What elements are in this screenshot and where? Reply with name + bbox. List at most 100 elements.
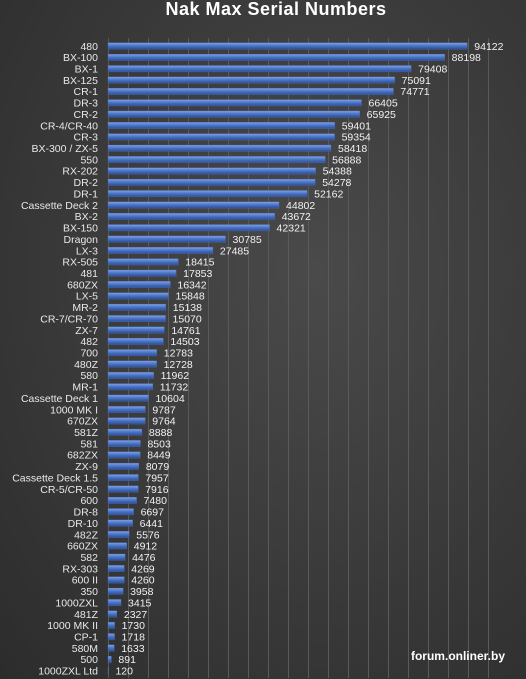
bar <box>107 428 143 436</box>
y-tick-label: ZX-7 <box>75 325 98 337</box>
y-tick-label: Dragon <box>64 234 99 246</box>
value-label: 18415 <box>185 257 214 269</box>
value-label: 74771 <box>400 86 429 98</box>
value-label: 44802 <box>286 200 315 212</box>
value-label: 6441 <box>140 518 164 530</box>
bar <box>107 122 335 129</box>
value-label: 1718 <box>122 632 146 644</box>
bar <box>107 497 137 504</box>
bar <box>107 110 360 118</box>
bar <box>107 462 139 470</box>
bar <box>107 65 412 73</box>
value-label: 6697 <box>141 507 165 519</box>
y-tick-label: CR-2 <box>73 109 98 121</box>
value-label: 65925 <box>367 109 396 121</box>
bar <box>107 167 316 175</box>
bar <box>107 542 127 550</box>
value-label: 79408 <box>418 64 447 76</box>
y-tick-label: RX-202 <box>62 166 98 178</box>
y-tick-label: 581 <box>80 438 98 450</box>
value-label: 8449 <box>147 450 171 462</box>
value-label: 15070 <box>173 313 202 325</box>
value-label: 54388 <box>323 166 352 178</box>
bar <box>107 258 179 266</box>
y-tick-label: 582 <box>80 552 98 564</box>
bar <box>107 519 133 527</box>
bar <box>107 485 139 493</box>
y-tick-label: Cassette Deck 1 <box>21 393 98 405</box>
bar <box>107 599 122 606</box>
y-tick-label: 482Z <box>74 529 99 541</box>
value-label: 8503 <box>147 438 171 450</box>
bar <box>107 156 326 163</box>
value-label: 16342 <box>177 279 206 291</box>
bar <box>107 224 270 232</box>
value-label: 14761 <box>171 325 200 337</box>
value-label: 58418 <box>338 143 367 155</box>
bar <box>107 576 125 584</box>
y-tick-label: 1000ZXL <box>55 597 98 609</box>
value-label: 1633 <box>121 643 145 655</box>
y-tick-label: 680ZX <box>67 279 98 291</box>
value-label: 12728 <box>164 359 193 371</box>
value-label: 75091 <box>402 75 431 87</box>
value-label: 4476 <box>132 552 156 564</box>
bar <box>107 622 115 629</box>
value-label: 43672 <box>282 211 311 223</box>
bar <box>107 417 146 425</box>
bar <box>107 338 164 345</box>
y-tick-label: BX-300 / ZX-5 <box>31 143 98 155</box>
value-label: 17853 <box>183 268 212 280</box>
y-tick-label: 482 <box>80 336 98 348</box>
value-label: 15138 <box>173 302 202 314</box>
y-tick-label: MR-2 <box>72 302 98 314</box>
bar <box>107 553 126 561</box>
y-tick-label: LX-5 <box>76 291 98 303</box>
bar <box>107 644 115 652</box>
bar <box>107 213 275 220</box>
value-label: 120 <box>115 666 133 678</box>
value-label: 12783 <box>164 348 193 360</box>
bar <box>107 440 141 447</box>
value-label: 88198 <box>452 52 481 64</box>
value-label: 4269 <box>131 563 155 575</box>
bar <box>107 508 134 516</box>
bar <box>107 315 166 322</box>
value-label: 9787 <box>152 404 176 416</box>
bar <box>107 88 394 95</box>
bar <box>107 394 149 402</box>
bar <box>107 281 171 288</box>
bar <box>107 76 395 84</box>
value-label: 2327 <box>124 609 148 621</box>
value-label: 8888 <box>149 427 173 439</box>
bar <box>107 610 118 618</box>
y-tick-label: BX-1 <box>75 64 99 76</box>
y-tick-label: 700 <box>80 348 98 360</box>
y-tick-label: 1000ZXL Ltd <box>38 666 98 678</box>
value-label: 59354 <box>342 132 371 144</box>
watermark: forum.onliner.by <box>411 649 505 663</box>
bar <box>107 406 146 413</box>
value-label: 30785 <box>233 234 262 246</box>
bar <box>107 178 316 186</box>
bar <box>107 247 214 254</box>
value-label: 7916 <box>145 484 169 496</box>
bar <box>107 565 125 572</box>
y-tick-label: 480 <box>80 41 98 53</box>
value-label: 66405 <box>368 98 397 110</box>
y-tick-label: CR-4/CR-40 <box>40 120 98 132</box>
value-label: 59401 <box>342 120 371 132</box>
bar <box>107 269 177 277</box>
bar <box>107 451 141 459</box>
value-label: 9764 <box>152 416 176 428</box>
bar <box>107 99 362 107</box>
bar <box>107 383 153 391</box>
y-tick-label: DR-1 <box>73 188 98 200</box>
y-tick-label: 660ZX <box>67 541 98 553</box>
y-tick-label: BX-125 <box>63 75 98 87</box>
bar <box>107 587 124 595</box>
y-tick-label: BX-100 <box>63 52 98 64</box>
y-tick-label: BX-150 <box>63 223 98 235</box>
